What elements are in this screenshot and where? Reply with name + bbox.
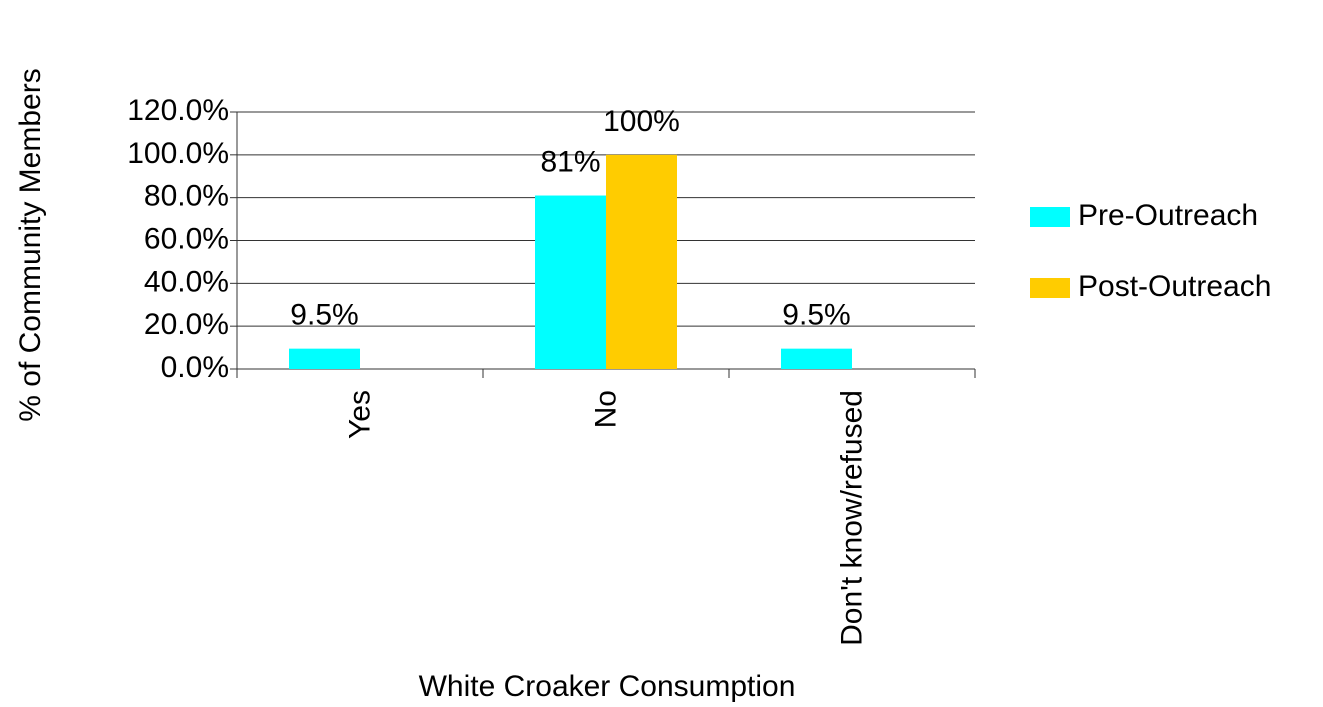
x-tick-label-rotator: No	[578, 390, 635, 650]
y-tick-label: 20.0%	[144, 308, 229, 341]
legend-swatch	[1030, 207, 1070, 227]
x-tick-label: Yes	[343, 390, 377, 439]
y-axis-title: % of Community Members	[14, 68, 47, 421]
bar	[289, 348, 360, 369]
y-tick-label: 0.0%	[161, 351, 229, 384]
y-tick-label: 120.0%	[127, 94, 229, 127]
legend-label: Pre-Outreach	[1078, 199, 1258, 232]
bar	[535, 195, 606, 369]
x-tick-label-rotator: Don't know/refused	[824, 390, 881, 650]
bar	[606, 154, 677, 369]
x-axis-title: White Croaker Consumption	[419, 670, 796, 703]
y-tick-label: 100.0%	[127, 137, 229, 170]
data-label: 100%	[603, 105, 680, 138]
data-label: 81%	[540, 145, 600, 178]
x-tick-label-rotator: Yes	[332, 390, 389, 650]
data-label: 9.5%	[782, 299, 850, 332]
legend-swatch	[1030, 278, 1070, 298]
x-tick-label: No	[589, 390, 623, 429]
bar	[781, 348, 852, 369]
legend-label: Post-Outreach	[1078, 270, 1271, 303]
y-tick-label: 40.0%	[144, 265, 229, 298]
y-tick-label: 80.0%	[144, 180, 229, 213]
data-label: 9.5%	[290, 299, 358, 332]
y-tick-label: 60.0%	[144, 222, 229, 255]
x-tick-label: Don't know/refused	[835, 390, 869, 646]
